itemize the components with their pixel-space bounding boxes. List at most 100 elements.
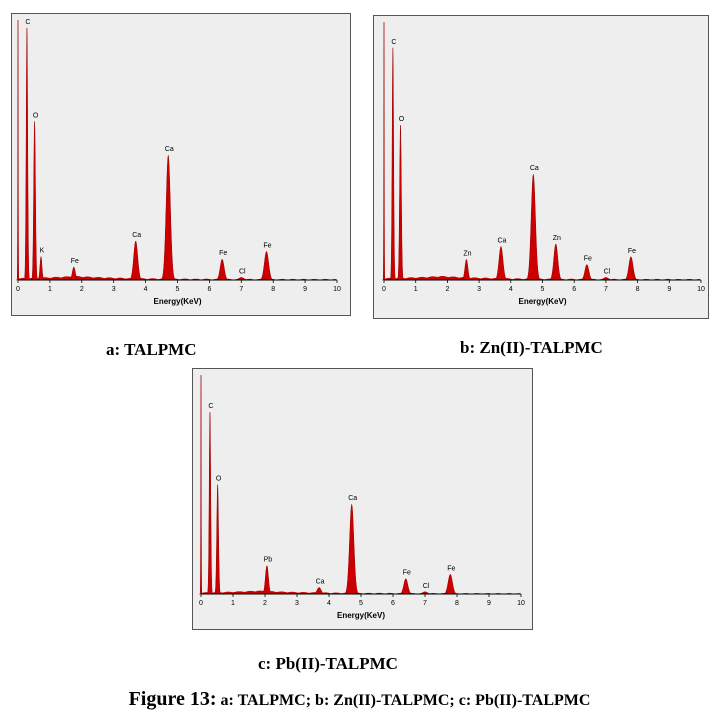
peak-label: Fe (403, 570, 411, 577)
peak-label: Ca (132, 232, 141, 239)
x-tick-label: 9 (303, 286, 307, 293)
peak-label: Zn (463, 250, 471, 257)
x-tick-label: 4 (327, 600, 331, 607)
x-tick-label: 2 (80, 286, 84, 293)
x-axis-title: Energy(KeV) (153, 297, 201, 306)
x-tick-label: 2 (445, 286, 449, 293)
peak-label: C (208, 403, 213, 410)
x-tick-label: 1 (231, 600, 235, 607)
spectrum-panel-a: C O K Fe Ca Ca Fe Cl Fe 0 1 2 3 4 5 6 7 8 9 10 Energy(KeV) (11, 13, 351, 316)
peak-label: Fe (584, 256, 592, 263)
spectrum-peak (205, 412, 215, 595)
spectrum-peak (212, 484, 224, 595)
figure-caption-text: a: TALPMC; b: Zn(II)-TALPMC; c: Pb(II)-T… (216, 692, 591, 709)
peak-label: O (399, 116, 405, 123)
figure-number: Figure 13: (128, 688, 217, 710)
x-tick-label: 1 (48, 286, 52, 293)
x-tick-label: 10 (517, 600, 525, 607)
peak-label: Cl (239, 268, 246, 275)
spectrum-peak (382, 21, 386, 281)
peak-label: Fe (447, 565, 455, 572)
spectrum-panel-b: C O Zn Ca Ca Zn Fe Cl Fe 0 1 2 3 4 5 6 7 8 9 10 Energy(KeV) (373, 15, 709, 319)
peak-label: Cl (423, 583, 430, 590)
x-tick-label: 10 (697, 286, 705, 293)
peak-label: Ca (497, 237, 506, 244)
x-tick-label: 7 (239, 286, 243, 293)
x-tick-label: 6 (391, 600, 395, 607)
x-tick-label: 6 (207, 286, 211, 293)
x-tick-label: 8 (636, 286, 640, 293)
figure-caption: Figure 13: a: TALPMC; b: Zn(II)-TALPMC; … (0, 688, 719, 711)
spectrum-peak (519, 174, 547, 281)
spectrum-peak (338, 504, 366, 595)
x-tick-label: 8 (455, 600, 459, 607)
spectrum-background (18, 275, 337, 280)
x-tick-label: 5 (541, 286, 545, 293)
spectrum-panel-c: C O Pb Ca Ca Fe Cl Fe 0 1 2 3 4 5 6 7 8 9 10 Energy(KeV) (192, 368, 533, 630)
spectrum-chart-b: C O Zn Ca Ca Zn Fe Cl Fe 0 1 2 3 4 5 6 7 8 9 10 Energy(KeV) (382, 21, 705, 306)
peak-label: O (216, 476, 222, 483)
x-axis-title: Energy(KeV) (518, 297, 566, 306)
x-tick-label: 5 (359, 600, 363, 607)
x-tick-label: 3 (112, 286, 116, 293)
peak-label: Ca (530, 165, 539, 172)
spectrum-peak (122, 240, 149, 281)
peak-label: K (40, 248, 45, 255)
spectrum-background (384, 275, 701, 280)
peak-label: C (391, 39, 396, 46)
peak-label: Fe (219, 250, 227, 257)
spectrum-peak (257, 564, 277, 595)
spectrum-peak (16, 19, 20, 281)
peak-label: Zn (553, 235, 561, 242)
peak-label: Ca (316, 578, 325, 585)
x-tick-label: 2 (263, 600, 267, 607)
peak-label: Cl (604, 268, 611, 275)
spectrum-peak (199, 374, 203, 595)
x-tick-label: 0 (199, 600, 203, 607)
spectrum-peak (252, 250, 281, 281)
x-tick-label: 3 (477, 286, 481, 293)
peak-label: Ca (165, 146, 174, 153)
peak-label: Pb (264, 557, 273, 564)
x-tick-label: 6 (572, 286, 576, 293)
x-tick-label: 7 (604, 286, 608, 293)
spectrum-peak (209, 258, 235, 281)
spectrum-peak (29, 121, 41, 281)
x-tick-label: 10 (333, 286, 341, 293)
peak-label: Fe (263, 242, 271, 249)
spectrum-peak (456, 258, 476, 281)
spectrum-peak (388, 47, 398, 281)
spectrum-peak (154, 155, 182, 281)
panel-label-b: b: Zn(II)-TALPMC (460, 338, 603, 357)
x-tick-label: 0 (16, 286, 20, 293)
x-tick-label: 9 (667, 286, 671, 293)
spectrum-background (201, 590, 521, 594)
panel-label-c: c: Pb(II)-TALPMC (258, 654, 398, 673)
peak-label: O (33, 112, 39, 119)
spectrum-peak (617, 256, 645, 281)
spectrum-chart-a: C O K Fe Ca Ca Fe Cl Fe 0 1 2 3 4 5 6 7 8 9 10 Energy(KeV) (16, 19, 341, 306)
peak-label: Ca (348, 495, 357, 502)
spectrum-peak (574, 264, 600, 281)
peak-label: Fe (71, 258, 79, 265)
spectrum-chart-c: C O Pb Ca Ca Fe Cl Fe 0 1 2 3 4 5 6 7 8 9 10 Energy(KeV) (199, 374, 525, 620)
x-tick-label: 9 (487, 600, 491, 607)
spectrum-peak (488, 245, 514, 281)
spectrum-peak (393, 578, 419, 595)
peak-label: Fe (628, 248, 636, 255)
spectrum-peak (22, 27, 32, 281)
peak-label: C (25, 19, 30, 26)
spectrum-peak (394, 125, 407, 281)
spectrum-peak (436, 573, 464, 595)
x-axis-title: Energy(KeV) (337, 611, 385, 620)
x-tick-label: 1 (414, 286, 418, 293)
x-tick-label: 4 (509, 286, 513, 293)
x-tick-label: 7 (423, 600, 427, 607)
spectrum-peak (543, 243, 569, 281)
x-tick-label: 4 (144, 286, 148, 293)
x-tick-label: 0 (382, 286, 386, 293)
x-tick-label: 3 (295, 600, 299, 607)
x-tick-label: 8 (271, 286, 275, 293)
x-tick-label: 5 (176, 286, 180, 293)
panel-label-a: a: TALPMC (106, 340, 197, 359)
